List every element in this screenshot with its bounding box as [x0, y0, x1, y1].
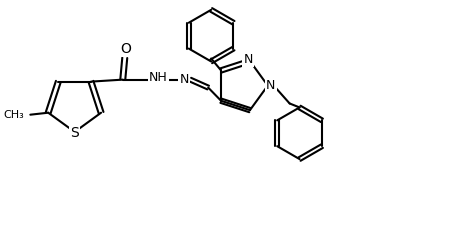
Text: S: S — [70, 126, 79, 140]
Text: O: O — [120, 42, 131, 56]
Text: N: N — [266, 79, 275, 92]
Text: NH: NH — [149, 71, 168, 84]
Text: N: N — [243, 53, 252, 66]
Text: CH₃: CH₃ — [4, 110, 24, 120]
Text: N: N — [179, 73, 189, 86]
